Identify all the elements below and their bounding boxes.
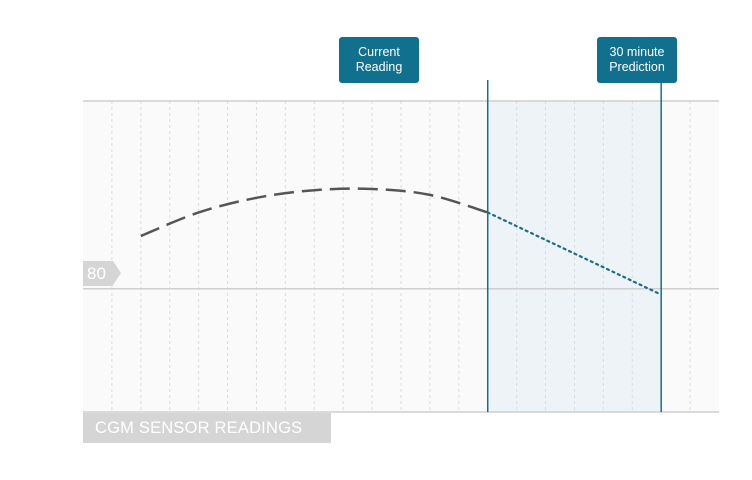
y-tick-text: 80	[87, 264, 106, 283]
current-reading-label-line1: Current	[358, 45, 400, 59]
prediction-label-line2: Prediction	[609, 60, 665, 74]
sensor-readings-label: CGM SENSOR READINGS	[83, 413, 331, 443]
horizontal-gridlines	[83, 100, 719, 413]
y-tick-label-80: 80	[83, 261, 123, 286]
vertical-gridlines	[111, 101, 691, 412]
prediction-label: 30 minute Prediction	[597, 37, 677, 83]
current-reading-label-line2: Reading	[355, 60, 403, 74]
prediction-line	[486, 211, 663, 296]
historical-readings-line	[140, 187, 489, 238]
current-reading-label: Current Reading	[339, 37, 419, 83]
prediction-label-line1: 30 minute	[609, 45, 665, 59]
